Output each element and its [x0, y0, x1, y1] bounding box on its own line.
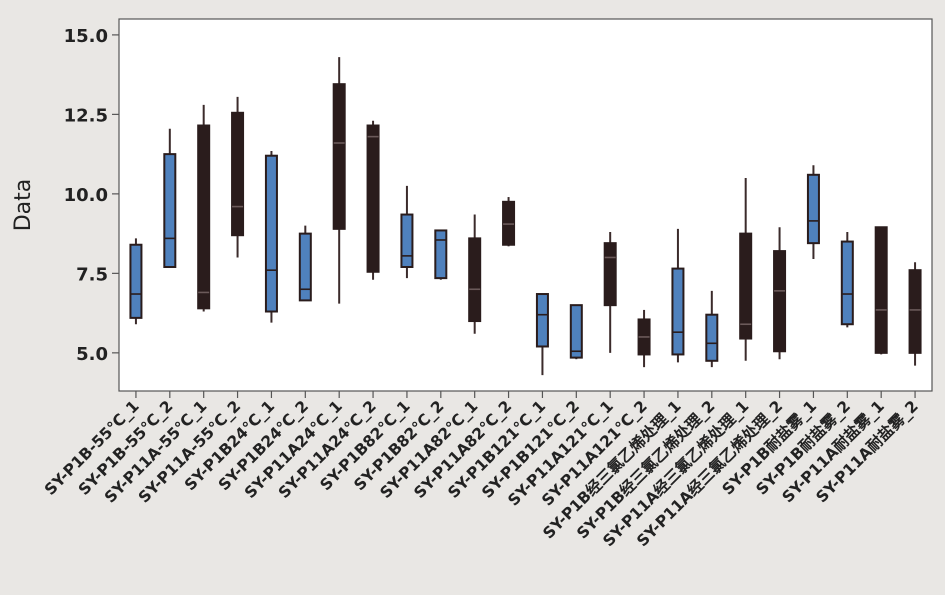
- box-5: [264, 150, 278, 323]
- box-19: [739, 177, 753, 361]
- box-6: [298, 225, 312, 302]
- box-14: [569, 304, 583, 360]
- box-24: [908, 262, 922, 366]
- box-20: [773, 227, 787, 360]
- box-15: [603, 232, 617, 353]
- box-iqr: [468, 237, 482, 323]
- box-3: [197, 104, 211, 312]
- box-iqr: [163, 153, 177, 268]
- y-tick-label: 5.0: [76, 344, 108, 365]
- y-axis: 5.0 7.5 10.0 12.5 15.0: [64, 26, 119, 365]
- box-18: [705, 290, 719, 368]
- boxes-group: [129, 57, 922, 376]
- box-iqr: [231, 111, 245, 237]
- box-iqr: [671, 267, 685, 356]
- box-iqr: [298, 232, 312, 302]
- box-13: [535, 293, 549, 376]
- box-iqr: [908, 269, 922, 354]
- box-iqr: [603, 242, 617, 307]
- box-9: [400, 185, 414, 279]
- box-iqr: [366, 124, 380, 273]
- y-tick-label: 10.0: [64, 185, 108, 206]
- box-7: [332, 57, 346, 304]
- box-iqr: [874, 226, 888, 354]
- y-tick-label: 15.0: [64, 26, 108, 47]
- box-23: [874, 226, 888, 355]
- box-22: [840, 232, 854, 328]
- y-axis-label: Data: [11, 179, 36, 232]
- box-iqr: [129, 243, 143, 319]
- box-16: [637, 309, 651, 368]
- box-11: [468, 214, 482, 334]
- box-iqr: [332, 83, 346, 230]
- box-4: [231, 96, 245, 258]
- box-iqr: [264, 154, 278, 313]
- box-iqr: [400, 213, 414, 269]
- box-iqr: [569, 304, 583, 359]
- box-iqr: [705, 313, 719, 362]
- box-8: [366, 120, 380, 280]
- box-21: [806, 165, 820, 260]
- box-iqr: [806, 173, 820, 245]
- box-2: [163, 128, 177, 268]
- box-iqr: [773, 250, 787, 353]
- box-iqr: [434, 229, 448, 280]
- y-tick-label: 7.5: [76, 264, 108, 285]
- box-iqr: [197, 124, 211, 310]
- box-1: [129, 238, 143, 325]
- y-tick-label: 12.5: [64, 105, 108, 126]
- plot-area: [118, 18, 933, 392]
- box-12: [502, 197, 516, 247]
- box-17: [671, 228, 685, 363]
- box-10: [434, 229, 448, 280]
- box-iqr: [739, 232, 753, 340]
- box-iqr: [840, 240, 854, 326]
- box-iqr: [535, 293, 549, 348]
